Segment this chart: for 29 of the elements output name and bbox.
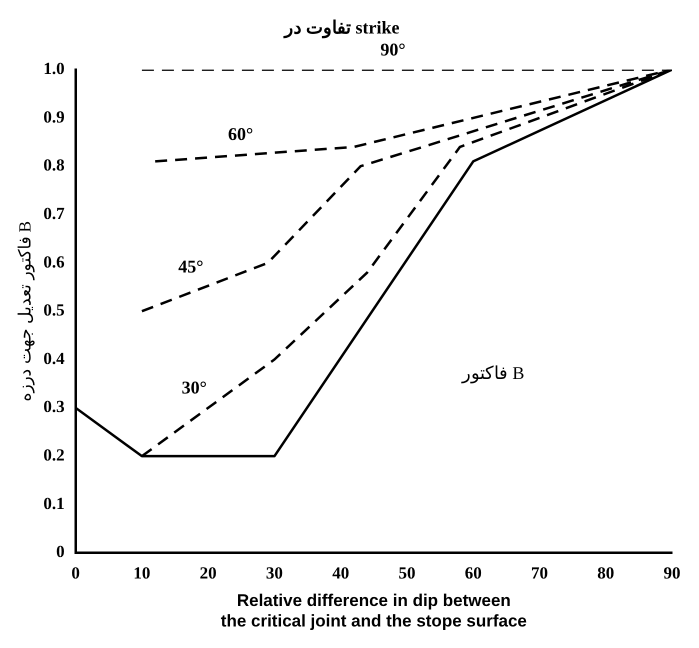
x-tick-label: 60: [464, 563, 482, 582]
x-axis-title: Relative difference in dip between the critical joint and the stope surface: [220, 591, 527, 630]
x-tick-label: 20: [200, 563, 217, 582]
y-tick-label: 0.9: [43, 107, 65, 126]
series-label: 60°: [228, 124, 254, 144]
x-tick-label: 80: [597, 563, 614, 582]
series-label: 30°: [182, 377, 207, 398]
x-tick-label: 10: [133, 563, 150, 582]
y-tick-label: 0.2: [43, 446, 65, 465]
annotation: فاکتور B: [460, 362, 524, 384]
y-tick-label: 0.6: [43, 252, 65, 272]
series-label: 45°: [178, 256, 204, 277]
y-tick-label: 0: [56, 542, 65, 562]
x-tick-label: 70: [530, 563, 548, 582]
series-label: 90°: [380, 39, 406, 60]
y-tick-label: 0.3: [43, 397, 65, 416]
y-tick-label: 0.8: [43, 156, 65, 175]
y-tick-label: 0.1: [43, 494, 65, 513]
chart-title: تفاوت در strike: [282, 17, 400, 38]
y-tick-label: 0.5: [43, 300, 65, 320]
x-tick-label: 40: [332, 563, 350, 582]
x-tick-label: 0: [71, 563, 80, 582]
y-tick-label: 1.0: [43, 58, 65, 78]
x-tick-label: 30: [266, 563, 283, 582]
x-tick-label: 50: [398, 563, 416, 582]
x-tick-label: 90: [664, 563, 680, 582]
y-axis-title: فاکتور تعدیل جهت درزه B: [16, 221, 36, 402]
y-tick-label: 0.7: [43, 204, 66, 223]
y-tick-label: 0.4: [43, 348, 66, 368]
